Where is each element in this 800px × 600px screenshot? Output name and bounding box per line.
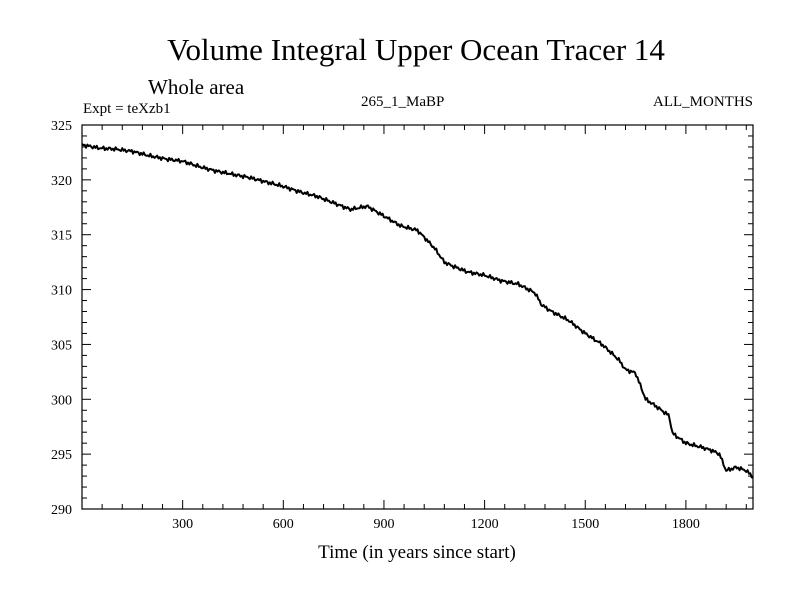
y-tick-label: 300	[51, 393, 72, 408]
x-tick-label: 1500	[571, 517, 599, 532]
months-label: ALL_MONTHS	[653, 94, 753, 110]
x-tick-label: 1800	[672, 517, 700, 532]
y-tick-label: 305	[51, 338, 72, 353]
x-axis-label: Time (in years since start)	[318, 542, 516, 563]
axis-ticks	[82, 125, 753, 509]
y-tick-label: 310	[51, 284, 72, 299]
y-tick-label: 290	[51, 503, 72, 518]
y-tick-label: 320	[51, 174, 72, 189]
x-tick-label: 600	[273, 517, 294, 532]
y-tick-label: 295	[51, 448, 72, 463]
x-tick-labels: 300 600 900 1200 1500 1800	[172, 517, 700, 532]
y-tick-label: 325	[51, 119, 72, 134]
plot-frame	[81, 124, 754, 510]
y-tick-labels: 290 295 300 305 310 315 320 325	[51, 119, 72, 518]
data-line	[81, 143, 754, 479]
x-tick-label: 900	[373, 517, 394, 532]
experiment-label: Expt = teXzb1	[83, 101, 171, 117]
chart-title: Volume Integral Upper Ocean Tracer 14	[167, 32, 665, 67]
y-tick-label: 315	[51, 229, 72, 244]
run-label: 265_1_MaBP	[361, 94, 444, 110]
x-tick-label: 300	[172, 517, 193, 532]
chart-subtitle: Whole area	[148, 75, 245, 99]
x-tick-label: 1200	[471, 517, 499, 532]
